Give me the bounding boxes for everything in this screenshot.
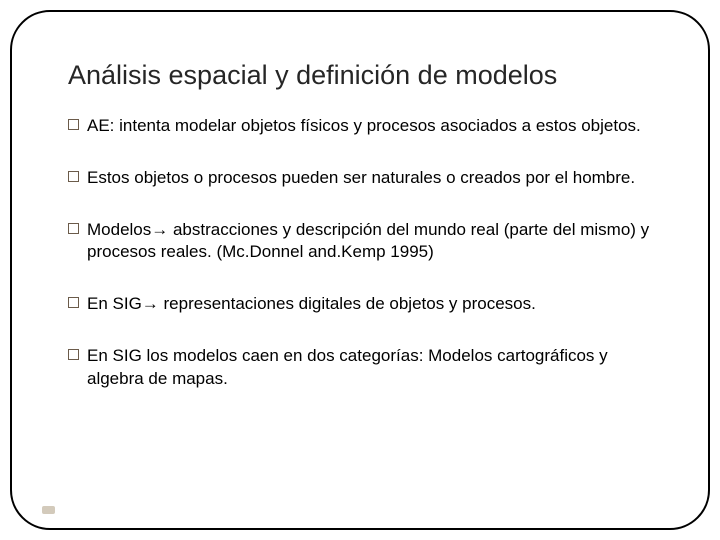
list-item: En SIG→ representaciones digitales de ob… [68, 293, 652, 315]
square-bullet-icon [68, 349, 79, 360]
bullet-list: AE: intenta modelar objetos físicos y pr… [68, 115, 652, 390]
square-bullet-icon [68, 119, 79, 130]
bullet-text: Modelos→ abstracciones y descripción del… [87, 219, 652, 263]
list-item: AE: intenta modelar objetos físicos y pr… [68, 115, 652, 137]
slide-title: Análisis espacial y definición de modelo… [68, 60, 652, 91]
list-item: Modelos→ abstracciones y descripción del… [68, 219, 652, 263]
bullet-text: Estos objetos o procesos pueden ser natu… [87, 167, 652, 189]
slide-frame: Análisis espacial y definición de modelo… [10, 10, 710, 530]
footer-decoration-icon [42, 506, 55, 514]
bullet-text: AE: intenta modelar objetos físicos y pr… [87, 115, 652, 137]
list-item: En SIG los modelos caen en dos categoría… [68, 345, 652, 389]
bullet-text: En SIG los modelos caen en dos categoría… [87, 345, 652, 389]
square-bullet-icon [68, 171, 79, 182]
list-item: Estos objetos o procesos pueden ser natu… [68, 167, 652, 189]
square-bullet-icon [68, 297, 79, 308]
bullet-text: En SIG→ representaciones digitales de ob… [87, 293, 652, 315]
square-bullet-icon [68, 223, 79, 234]
